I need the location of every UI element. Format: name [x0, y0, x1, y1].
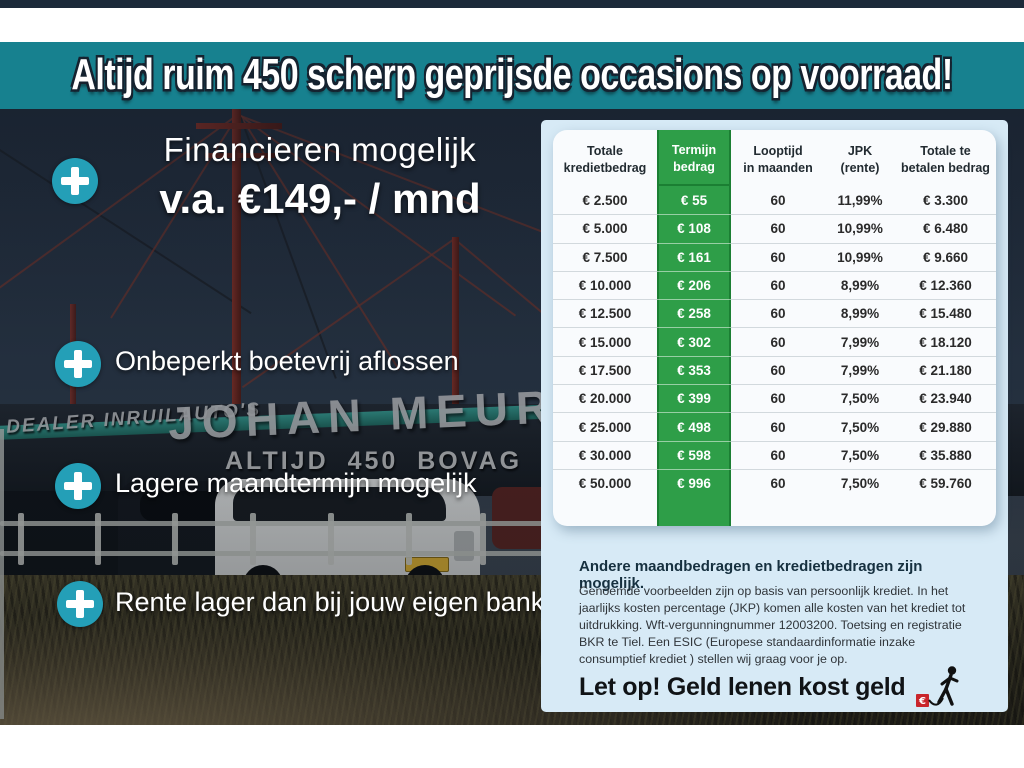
cell-kredietbedrag: € 20.000 [553, 384, 657, 412]
cell-termijnbedrag: € 498 [657, 412, 731, 440]
plus-icon [55, 341, 101, 387]
cell-totaal: € 29.880 [895, 412, 996, 440]
cell-looptijd: 60 [731, 468, 825, 497]
credit-warning-text: Let op! Geld lenen kost geld [579, 672, 906, 701]
cell-jpk: 7,50% [825, 468, 895, 497]
euro-symbol: € [918, 696, 926, 707]
cell-totaal: € 15.480 [895, 299, 996, 327]
cell-termijnbedrag: € 258 [657, 299, 731, 327]
fence-post [250, 513, 256, 565]
plus-icon [52, 158, 98, 204]
cell-jpk: 11,99% [837, 192, 883, 208]
cell-looptijd: 60 [731, 214, 825, 242]
cell-jpk: 7,50% [825, 384, 895, 412]
crane-mast [452, 237, 459, 442]
fence-post [406, 513, 412, 565]
header-kredietbedrag: Totale kredietbedrag [563, 144, 647, 175]
cell-kredietbedrag: € 15.000 [553, 327, 657, 355]
cell-looptijd: 60 [770, 192, 786, 208]
banner-text: Altijd ruim 450 scherp geprijsde occasio… [71, 50, 953, 100]
credit-warning: Let op! Geld lenen kost geld € [579, 664, 965, 710]
cell-termijnbedrag: € 598 [657, 440, 731, 469]
finance-table-card: Totale kredietbedrag Termijn bedrag Loopti… [553, 130, 996, 526]
crane-crossbar [205, 153, 275, 158]
cell-termijnbedrag: € 206 [657, 270, 731, 299]
cell-totaal: € 12.360 [895, 270, 996, 299]
promo-price: v.a. €149,- / mnd [159, 175, 481, 222]
cell-termijnbedrag: € 353 [657, 355, 731, 384]
cell-jpk: 10,99% [825, 242, 895, 271]
cell-looptijd: 60 [731, 384, 825, 412]
promo-bullet: Lagere maandtermijn mogelijk [115, 468, 477, 498]
fence-rail [0, 521, 560, 526]
cell-jpk: 7,50% [825, 440, 895, 469]
crane-mast [232, 109, 241, 441]
fence-rail [0, 551, 560, 556]
cell-looptijd: 60 [731, 270, 825, 299]
cell-kredietbedrag: € 25.000 [553, 412, 657, 440]
cell-termijnbedrag: € 302 [657, 327, 731, 355]
promo-bullet: Rente lager dan bij jouw eigen bank [115, 587, 545, 617]
cell-looptijd: 60 [731, 242, 825, 271]
cell-kredietbedrag: € 10.000 [553, 270, 657, 299]
disclaimer-heading: Andere maandbedragen en kredietbedragen … [579, 558, 923, 592]
cell-looptijd: 60 [731, 327, 825, 355]
disclaimer-body: Genoemde voorbeelden zijn op basis van p… [579, 584, 966, 667]
header-termijnbedrag: Termijn bedrag [657, 130, 731, 186]
cell-looptijd: 60 [731, 412, 825, 440]
cell-termijnbedrag: € 55 [680, 192, 708, 208]
cell-looptijd: 60 [731, 299, 825, 327]
fence-post [18, 513, 24, 565]
header-jpk: JPK (rente) [840, 144, 880, 175]
fence-post [172, 513, 178, 565]
promo-heading: Financieren mogelijk v.a. €149,- / mnd [100, 131, 540, 223]
promo-line1: Financieren mogelijk [163, 131, 477, 168]
top-navy-strip [0, 0, 1024, 8]
cell-kredietbedrag: € 2.500 [582, 192, 628, 208]
cell-kredietbedrag: € 12.500 [553, 299, 657, 327]
promo-bullet: Onbeperkt boetevrij aflossen [115, 346, 459, 376]
cell-kredietbedrag: € 30.000 [553, 440, 657, 469]
cell-looptijd: 60 [731, 440, 825, 469]
cell-termijnbedrag: € 108 [657, 214, 731, 242]
crane-crossbar [196, 123, 282, 129]
cell-termijnbedrag: € 161 [657, 242, 731, 271]
white-pole [0, 429, 4, 719]
cell-looptijd: 60 [731, 355, 825, 384]
cell-jpk: 7,99% [825, 355, 895, 384]
cell-termijnbedrag: € 399 [657, 384, 731, 412]
fence-post [328, 513, 334, 565]
cell-totaal: € 3.300 [922, 192, 969, 208]
header-looptijd: Looptijd in maanden [743, 144, 813, 175]
cell-totaal: € 9.660 [895, 242, 996, 271]
cell-totaal: € 23.940 [895, 384, 996, 412]
plus-icon [55, 463, 101, 509]
cell-kredietbedrag: € 7.500 [553, 242, 657, 271]
finance-table: Totale kredietbedrag Termijn bedrag Loopti… [553, 130, 996, 526]
header-totaal: Totale te betalen bedrag [901, 144, 990, 175]
finance-panel: Totale kredietbedrag Termijn bedrag Loopti… [541, 120, 1008, 712]
cell-termijnbedrag: € 996 [657, 468, 731, 497]
cell-jpk: 7,50% [825, 412, 895, 440]
plus-icon [57, 581, 103, 627]
fence-post [95, 513, 101, 565]
credit-warning-icon: € [916, 666, 959, 707]
cell-jpk: 10,99% [825, 214, 895, 242]
cell-totaal: € 35.880 [895, 440, 996, 469]
cell-totaal: € 6.480 [895, 214, 996, 242]
cell-kredietbedrag: € 17.500 [553, 355, 657, 384]
fence-post [480, 513, 486, 565]
cell-totaal: € 18.120 [895, 327, 996, 355]
cell-jpk: 8,99% [825, 299, 895, 327]
top-banner: Altijd ruim 450 scherp geprijsde occasio… [0, 42, 1024, 109]
cell-kredietbedrag: € 5.000 [553, 214, 657, 242]
cell-kredietbedrag: € 50.000 [553, 468, 657, 497]
cell-totaal: € 21.180 [895, 355, 996, 384]
cell-jpk: 7,99% [825, 327, 895, 355]
cell-totaal: € 59.760 [895, 468, 996, 497]
cell-jpk: 8,99% [825, 270, 895, 299]
